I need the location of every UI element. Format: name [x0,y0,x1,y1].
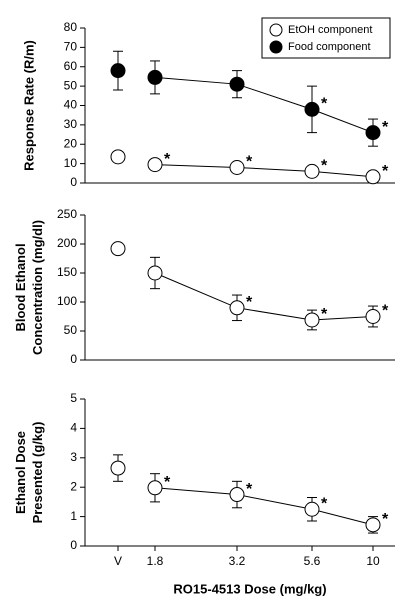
data-point [304,163,320,179]
series-line [154,487,374,526]
significance-marker: * [246,294,253,311]
data-point [110,63,126,79]
y-tick-label: 50 [64,78,78,92]
series-line [154,164,374,178]
significance-marker: * [382,119,389,136]
y-axis-label: Ethanol Dose [13,431,28,514]
y-tick-label: 100 [57,294,77,308]
significance-marker: * [246,481,253,498]
data-point [229,160,245,175]
series-line [154,76,374,134]
x-tick-label: 10 [366,554,380,568]
significance-marker: * [321,495,328,512]
legend-swatch [269,23,283,37]
legend-box [261,17,391,59]
x-tick-label: V [114,554,122,568]
data-point [229,76,245,92]
x-tick-label: 5.6 [304,554,321,568]
y-tick-label: 0 [70,538,77,552]
y-tick-label: 0 [70,352,77,366]
y-tick-label: 70 [64,40,78,54]
y-tick-label: 250 [57,207,77,221]
y-tick-label: 50 [64,323,78,337]
significance-marker: * [246,154,253,171]
y-tick-label: 60 [64,59,78,73]
data-point [147,480,163,496]
y-tick-label: 5 [70,391,77,405]
y-tick-label: 80 [64,20,78,34]
x-axis-label: RO15-4513 Dose (mg/kg) [173,581,326,596]
significance-marker: * [382,511,389,528]
y-tick-label: 200 [57,236,77,250]
significance-marker: * [382,163,389,180]
y-tick-label: 0 [70,175,77,189]
data-point [304,312,320,328]
series-line [154,272,374,321]
data-point [229,487,245,503]
y-tick-label: 150 [57,265,77,279]
data-point [110,241,126,257]
y-axis-label: Response Rate (R/m) [21,40,36,171]
legend-swatch [269,40,283,54]
data-point [365,169,381,185]
data-point [110,149,126,165]
data-point [365,517,381,533]
y-tick-label: 40 [64,98,78,112]
y-tick-label: 1 [70,509,77,523]
data-point [304,101,320,117]
y-tick-label: 10 [64,156,78,170]
significance-marker: * [382,303,389,320]
y-tick-label: 2 [70,479,77,493]
significance-marker: * [321,306,328,323]
legend-label: Food component [288,41,371,53]
data-point [229,300,245,316]
y-tick-label: 4 [70,421,77,435]
significance-marker: * [164,474,171,491]
x-tick-label: 1.8 [147,554,164,568]
significance-marker: * [164,151,171,168]
data-point [147,265,163,281]
x-tick-label: 3.2 [229,554,246,568]
significance-marker: * [321,96,328,113]
y-axis-label: Blood Ethanol [13,243,28,331]
y-axis-label: Presented (g/kg) [30,422,45,524]
data-point [304,501,320,517]
data-point [110,460,126,476]
y-tick-label: 20 [64,136,78,150]
y-axis-label: Concentration (mg/dl) [30,220,45,355]
data-point [147,157,163,173]
significance-marker: * [321,158,328,175]
data-point [147,69,163,85]
data-point [365,309,381,324]
data-point [365,125,381,141]
legend: EtOH component Food component [261,17,391,59]
y-tick-label: 3 [70,450,77,464]
y-tick-label: 30 [64,117,78,131]
legend-label: EtOH component [288,24,372,36]
